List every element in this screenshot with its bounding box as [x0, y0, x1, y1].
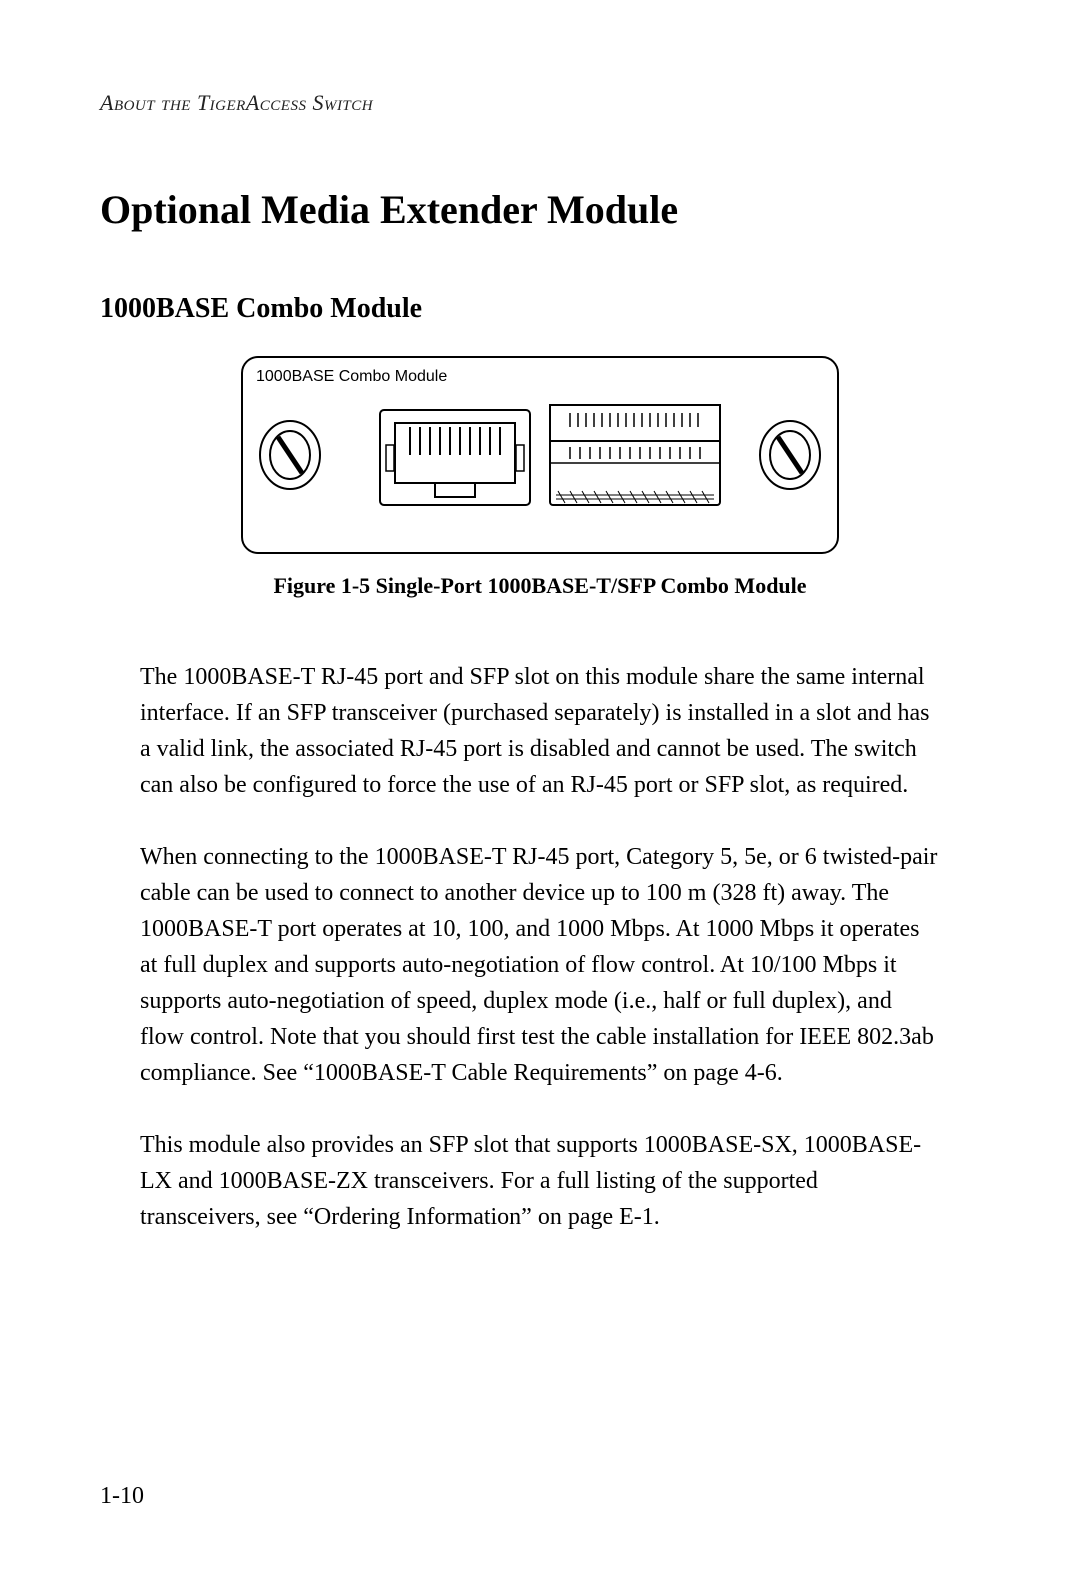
paragraph-3: This module also provides an SFP slot th…	[100, 1127, 980, 1235]
heading-optional-media-extender: Optional Media Extender Module	[100, 186, 980, 233]
heading-1000base-combo-module: 1000BASE Combo Module	[100, 293, 980, 325]
paragraph-2: When connecting to the 1000BASE-T RJ-45 …	[100, 839, 980, 1091]
page-number: 1-10	[100, 1483, 144, 1510]
figure-1-5: 1000BASE Combo Module	[100, 355, 980, 599]
sfp-slot-icon	[550, 405, 720, 505]
page: About the TigerAccess Switch Optional Me…	[0, 0, 1080, 1570]
module-diagram: 1000BASE Combo Module	[240, 355, 840, 555]
figure-caption: Figure 1-5 Single-Port 1000BASE-T/SFP Co…	[273, 573, 806, 599]
paragraph-1: The 1000BASE-T RJ-45 port and SFP slot o…	[100, 659, 980, 803]
rj45-port-icon	[380, 410, 530, 505]
thumbscrew-right-icon	[760, 421, 820, 489]
running-head: About the TigerAccess Switch	[100, 90, 980, 116]
module-label-text: 1000BASE Combo Module	[256, 368, 447, 385]
thumbscrew-left-icon	[260, 421, 320, 489]
